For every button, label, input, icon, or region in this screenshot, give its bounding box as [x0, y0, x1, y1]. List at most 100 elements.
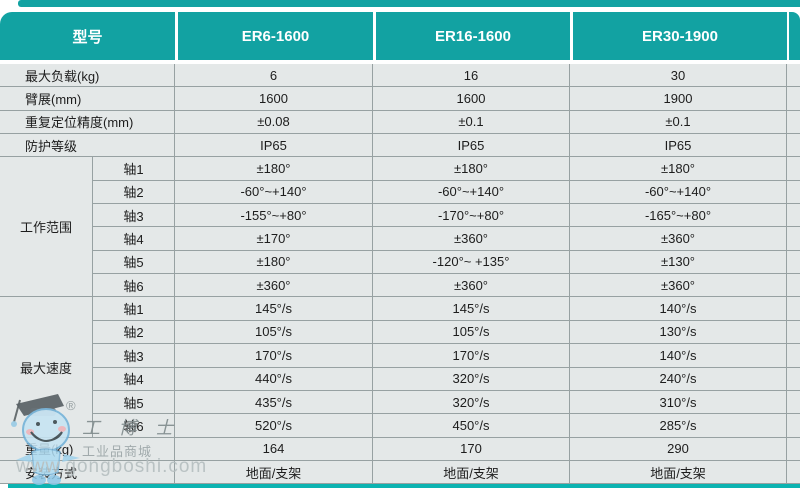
row-filler — [787, 320, 800, 345]
row-filler — [787, 437, 800, 461]
spec-cell: 285°/s — [570, 414, 787, 438]
header-model-er30-1900: ER30-1900 — [570, 12, 787, 60]
spec-cell: ±0.1 — [570, 110, 787, 135]
table-row-axis2-range: 轴2 -60°~+140° -60°~+140° -60°~+140° — [93, 180, 800, 205]
spec-cell: 130°/s — [570, 320, 787, 345]
table-row-protection: 防护等级 IP65 IP65 IP65 — [0, 134, 800, 158]
row-filler — [787, 134, 800, 158]
spec-cell: 520°/s — [175, 414, 373, 438]
table-row-axis3-range: 轴3 -155°~+80° -170°~+80° -165°~+80° — [93, 204, 800, 228]
table-row-reach: 臂展(mm) 1600 1600 1900 — [0, 87, 800, 111]
row-label: 臂展(mm) — [0, 87, 175, 111]
spec-cell: ±360° — [175, 274, 373, 298]
section-max-speed: 最大速度 轴1 145°/s 145°/s 140°/s 轴2 105°/s 1… — [0, 297, 800, 438]
spec-cell: ±0.1 — [373, 110, 570, 135]
spec-cell: 440°/s — [175, 367, 373, 391]
table-row-weight: 重量(kg) 164 170 290 — [0, 437, 800, 461]
spec-cell: 105°/s — [175, 320, 373, 345]
spec-cell: 6 — [175, 64, 373, 88]
spec-cell: ±360° — [373, 274, 570, 298]
table-row-axis5-speed: 轴5 435°/s 320°/s 310°/s — [93, 390, 800, 415]
row-filler — [787, 180, 800, 205]
axis-label: 轴5 — [93, 390, 175, 415]
spec-cell: 170 — [373, 437, 570, 461]
header-model-er6-1600: ER6-1600 — [175, 12, 373, 60]
spec-cell: 105°/s — [373, 320, 570, 345]
header-body-gap — [0, 60, 800, 64]
spec-cell: ±170° — [175, 227, 373, 251]
axis-label: 轴6 — [93, 414, 175, 438]
axis-label: 轴4 — [93, 227, 175, 251]
spec-cell: 145°/s — [175, 297, 373, 321]
axis-label: 轴3 — [93, 204, 175, 228]
section-work-range: 工作范围 轴1 ±180° ±180° ±180° 轴2 -60°~+140° … — [0, 157, 800, 298]
axis-label: 轴1 — [93, 157, 175, 181]
table-row-axis4-range: 轴4 ±170° ±360° ±360° — [93, 227, 800, 251]
axis-label: 轴5 — [93, 250, 175, 275]
spec-cell: -170°~+80° — [373, 204, 570, 228]
header-model-er16-1600: ER16-1600 — [373, 12, 570, 60]
spec-table: 型号 ER6-1600 ER16-1600 ER30-1900 最大负载(kg)… — [0, 12, 800, 489]
table-header-row: 型号 ER6-1600 ER16-1600 ER30-1900 — [0, 12, 800, 60]
section-rows: 轴1 145°/s 145°/s 140°/s 轴2 105°/s 105°/s… — [93, 297, 800, 438]
table-row-axis5-range: 轴5 ±180° -120°~ +135° ±130° — [93, 250, 800, 275]
spec-cell: -60°~+140° — [175, 180, 373, 205]
table-row-axis1-range: 轴1 ±180° ±180° ±180° — [93, 157, 800, 181]
spec-cell: ±180° — [373, 157, 570, 181]
spec-cell: ±360° — [570, 227, 787, 251]
table-row-axis1-speed: 轴1 145°/s 145°/s 140°/s — [93, 297, 800, 321]
spec-cell: 1600 — [373, 87, 570, 111]
spec-cell: 170°/s — [373, 344, 570, 368]
header-model-label: 型号 — [0, 12, 175, 60]
axis-label: 轴2 — [93, 320, 175, 345]
row-label: 最大负载(kg) — [0, 64, 175, 88]
spec-cell: 164 — [175, 437, 373, 461]
spec-cell: -155°~+80° — [175, 204, 373, 228]
spec-cell: 450°/s — [373, 414, 570, 438]
section-label: 工作范围 — [0, 157, 93, 298]
row-filler — [787, 390, 800, 415]
axis-label: 轴6 — [93, 274, 175, 298]
spec-cell: ±360° — [373, 227, 570, 251]
spec-cell: 170°/s — [175, 344, 373, 368]
spec-cell: -120°~ +135° — [373, 250, 570, 275]
bottom-accent-bar — [8, 484, 800, 489]
section-label: 最大速度 — [0, 297, 93, 438]
spec-cell: IP65 — [373, 134, 570, 158]
row-label: 重量(kg) — [0, 437, 175, 461]
spec-cell: 16 — [373, 64, 570, 88]
spec-cell: 140°/s — [570, 344, 787, 368]
spec-cell: ±180° — [570, 157, 787, 181]
table-row-axis3-speed: 轴3 170°/s 170°/s 140°/s — [93, 344, 800, 368]
axis-label: 轴2 — [93, 180, 175, 205]
table-row-payload: 最大负载(kg) 6 16 30 — [0, 64, 800, 88]
row-label: 重复定位精度(mm) — [0, 110, 175, 135]
row-filler — [787, 204, 800, 228]
spec-cell: -60°~+140° — [570, 180, 787, 205]
row-filler — [787, 274, 800, 298]
spec-cell: -60°~+140° — [373, 180, 570, 205]
row-filler — [787, 250, 800, 275]
table-row-axis4-speed: 轴4 440°/s 320°/s 240°/s — [93, 367, 800, 391]
spec-cell: 240°/s — [570, 367, 787, 391]
table-row-repeatability: 重复定位精度(mm) ±0.08 ±0.1 ±0.1 — [0, 110, 800, 135]
table-row-axis2-speed: 轴2 105°/s 105°/s 130°/s — [93, 320, 800, 345]
spec-cell: 320°/s — [373, 390, 570, 415]
row-filler — [787, 110, 800, 135]
spec-cell: 435°/s — [175, 390, 373, 415]
spec-cell: 30 — [570, 64, 787, 88]
section-rows: 轴1 ±180° ±180° ±180° 轴2 -60°~+140° -60°~… — [93, 157, 800, 298]
row-filler — [787, 297, 800, 321]
row-filler — [787, 64, 800, 88]
table-row-axis6-speed: 轴6 520°/s 450°/s 285°/s — [93, 414, 800, 438]
spec-cell: 地面/支架 — [175, 460, 373, 485]
axis-label: 轴3 — [93, 344, 175, 368]
row-filler — [787, 227, 800, 251]
header-filler — [787, 12, 800, 60]
row-label: 防护等级 — [0, 134, 175, 158]
spec-cell: -165°~+80° — [570, 204, 787, 228]
spec-cell: ±0.08 — [175, 110, 373, 135]
axis-label: 轴1 — [93, 297, 175, 321]
row-filler — [787, 414, 800, 438]
